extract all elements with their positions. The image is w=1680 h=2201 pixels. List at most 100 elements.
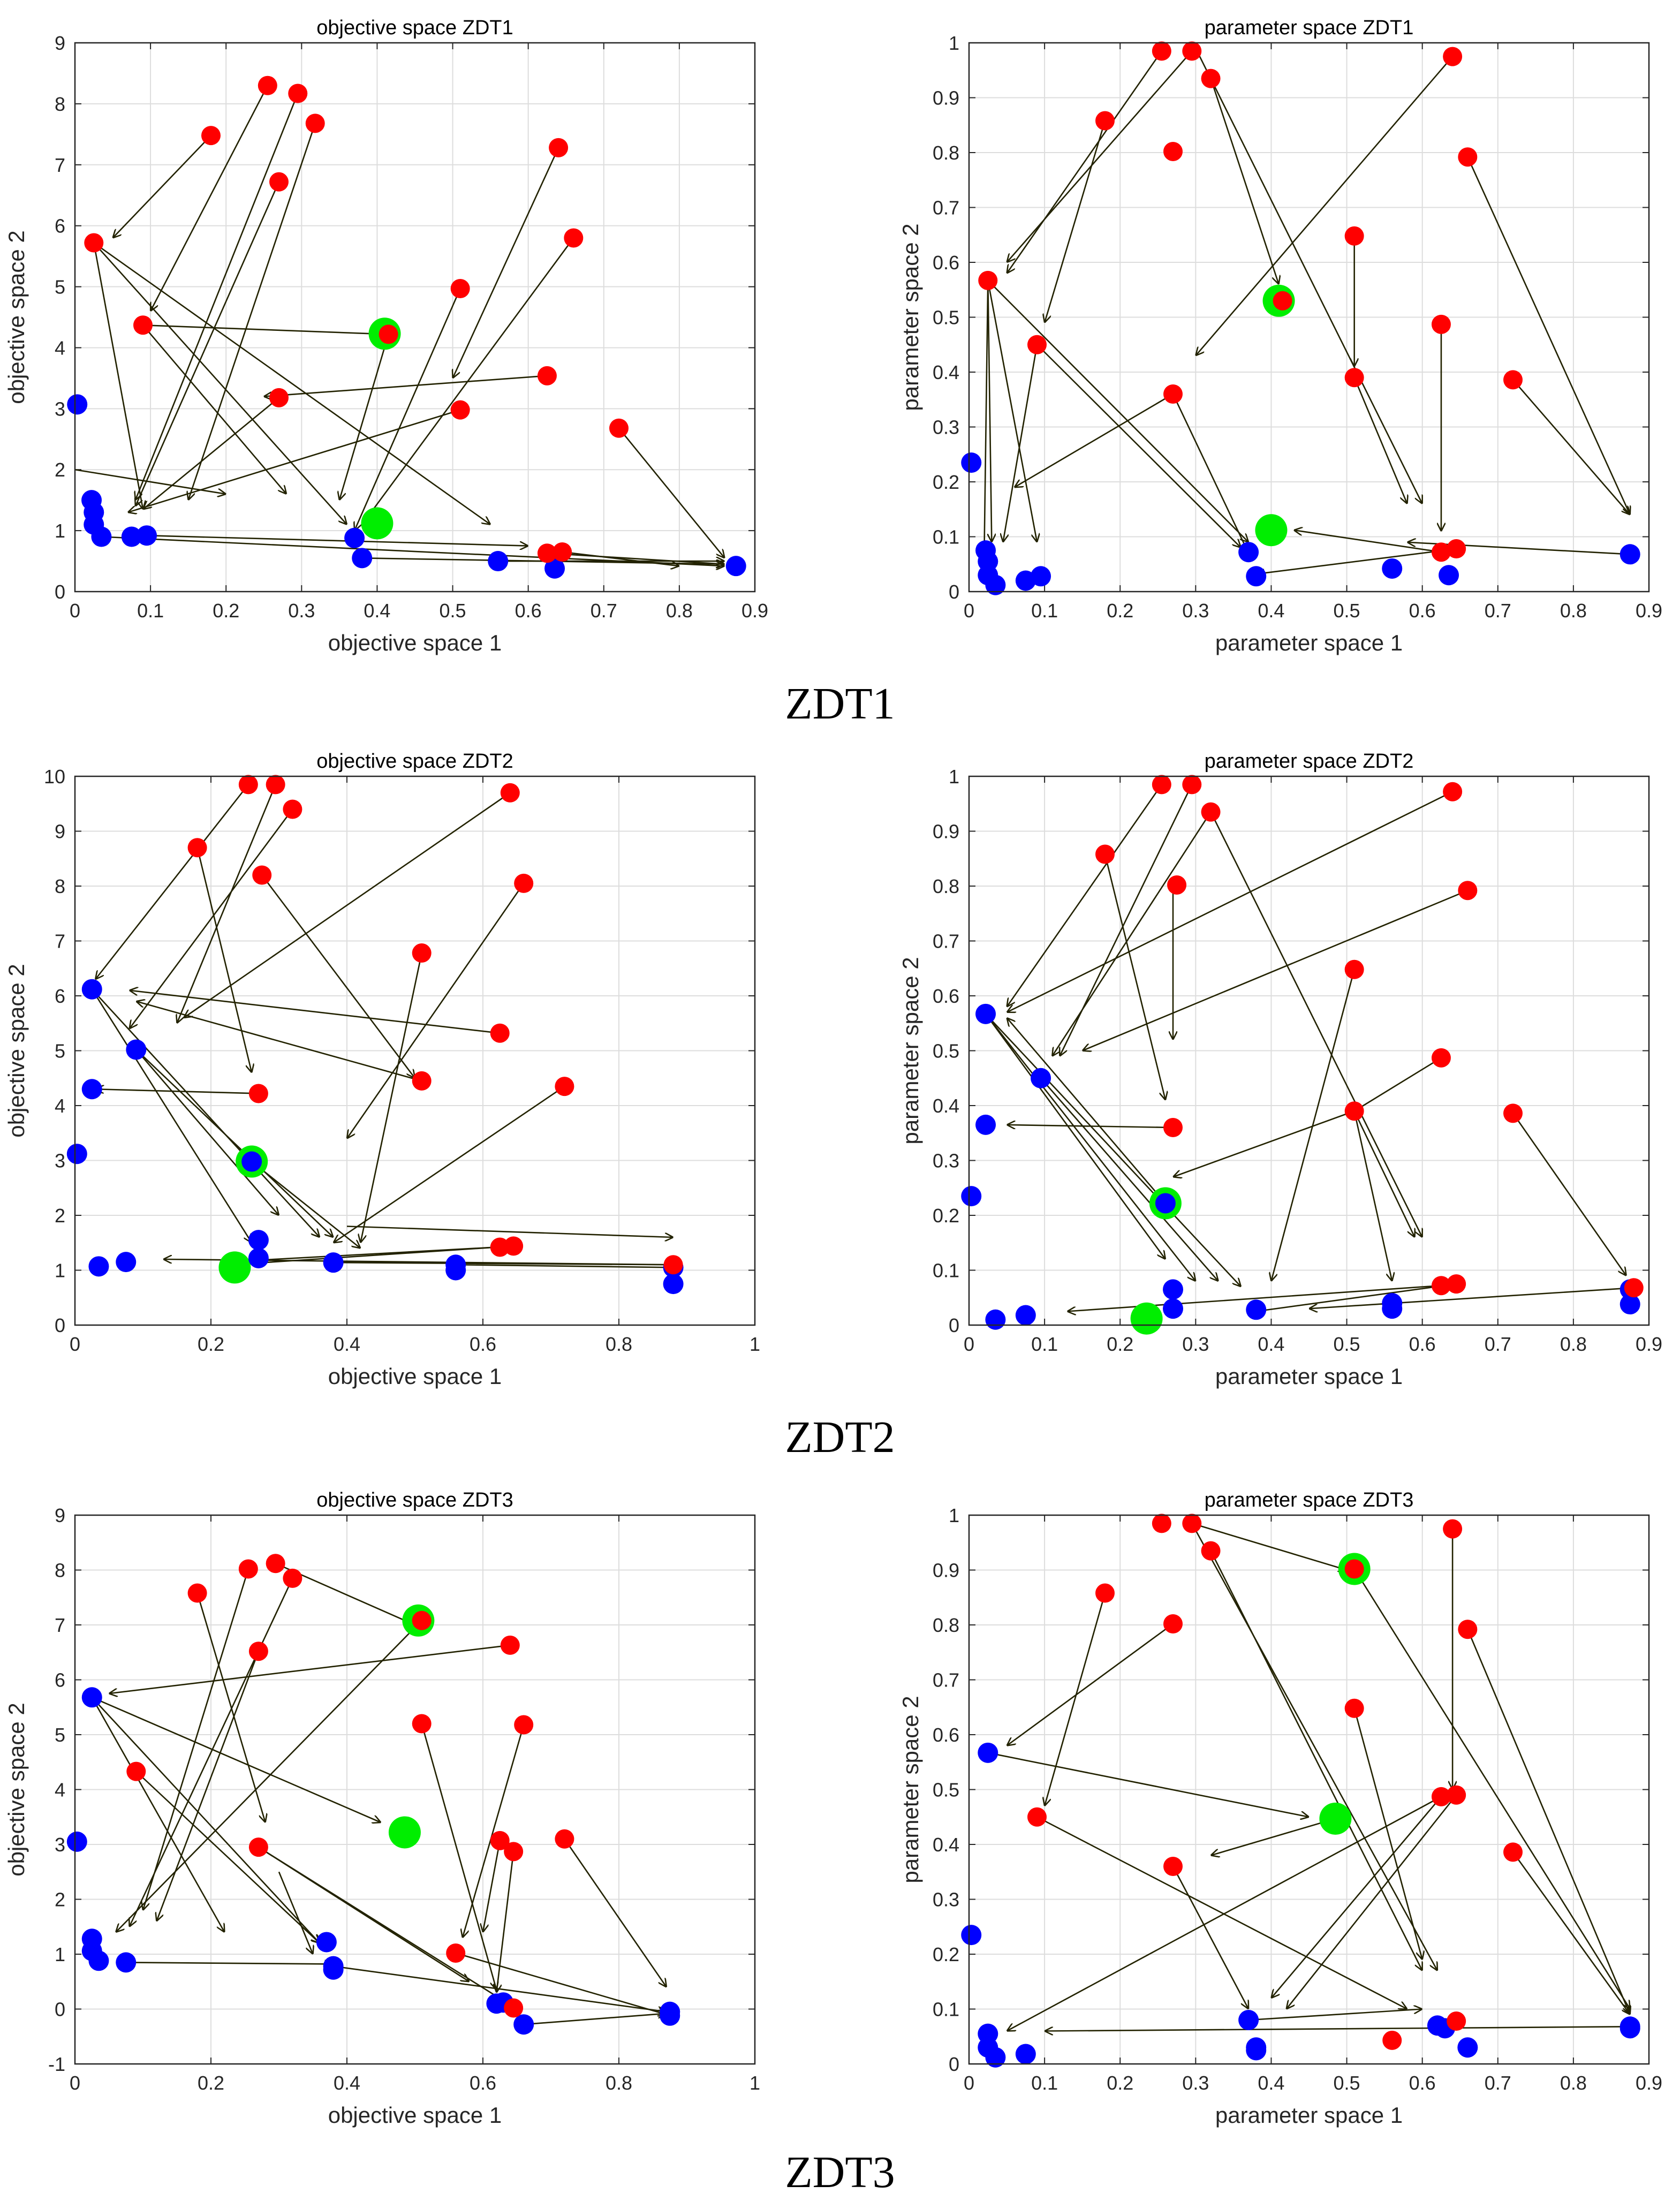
x-tick-label: 0.4 — [1258, 600, 1284, 622]
y-tick-label: 3 — [55, 398, 65, 420]
x-tick-label: 0.4 — [334, 1333, 360, 1355]
front-point — [238, 1559, 258, 1579]
pareto-point — [323, 1959, 344, 1980]
front-point — [1458, 1620, 1478, 1639]
arrow — [74, 468, 226, 494]
x-tick-label: 0.1 — [1031, 2072, 1058, 2094]
pareto-point — [961, 452, 982, 473]
highlight-point — [1255, 514, 1288, 547]
arrow — [1007, 1796, 1442, 2031]
arrow — [1015, 393, 1174, 487]
arrow — [1007, 50, 1162, 273]
front-point — [305, 114, 325, 133]
arrow — [1007, 1623, 1174, 1746]
arrow — [496, 1851, 514, 1992]
pareto-point — [1031, 1068, 1051, 1088]
arrow-group — [984, 48, 1630, 574]
arrow — [136, 1001, 422, 1082]
pareto-point — [975, 1003, 996, 1024]
chart-title: objective space ZDT2 — [316, 750, 513, 773]
arrow — [564, 1839, 667, 1987]
front-point — [549, 138, 569, 157]
arrow — [128, 409, 461, 512]
arrow — [1083, 889, 1468, 1050]
front-point — [514, 1715, 534, 1735]
arrow — [346, 1226, 673, 1238]
arrow — [360, 952, 422, 1243]
front-point — [412, 943, 432, 963]
y-tick-label: 2 — [55, 1205, 65, 1227]
y-axis-label: parameter space 2 — [898, 223, 923, 411]
arrow — [92, 1697, 381, 1822]
y-tick-label: 6 — [55, 215, 65, 237]
front-point — [1503, 1103, 1523, 1123]
front-point — [187, 1583, 207, 1603]
arrow — [135, 1049, 279, 1215]
arrow — [156, 1651, 260, 1921]
arrow-group — [985, 784, 1634, 1311]
pareto-point — [1015, 1305, 1036, 1326]
x-tick-label: 0 — [964, 1333, 974, 1355]
arrow — [184, 792, 511, 1018]
y-tick-label: 0.8 — [933, 1614, 959, 1636]
chart-panel-1: 0 0.1 0.2 0.3 0.4 0.5 0.6 0.7 0.8 0.9 0 1 2 3 4 5 6 7 8 9 ob… — [4, 17, 768, 655]
x-tick-label: 0.4 — [1258, 1333, 1284, 1355]
pareto-point — [88, 1256, 109, 1277]
pareto-point — [985, 574, 1006, 595]
arrow — [1172, 1866, 1248, 2009]
pareto-point — [544, 558, 565, 579]
arrow — [147, 534, 528, 546]
y-axis-label: objective space 2 — [4, 230, 29, 404]
arrow — [130, 1578, 293, 1927]
chart-title: parameter space ZDT3 — [1205, 1489, 1414, 1511]
front-point — [504, 1236, 524, 1256]
front-point — [187, 838, 207, 858]
arrow-group — [91, 784, 673, 1267]
front-point — [978, 270, 998, 290]
arrow — [455, 1952, 667, 2015]
arrow — [143, 1569, 249, 1910]
front-point — [258, 75, 277, 95]
chart-title: objective space ZDT3 — [316, 1489, 513, 1511]
x-tick-label: 0.6 — [1409, 600, 1436, 622]
arrow — [1309, 1287, 1634, 1309]
y-tick-label: 0.3 — [933, 1150, 959, 1172]
front-point — [412, 1071, 432, 1091]
arrow — [142, 324, 286, 494]
section-label-zdt1: ZDT1 — [785, 679, 895, 729]
axes-box — [968, 775, 1650, 1326]
y-tick-label: 6 — [55, 1669, 65, 1691]
pareto-point — [1246, 2040, 1267, 2061]
y-tick-label: 0.2 — [933, 1205, 959, 1227]
x-tick-label: 1 — [750, 2072, 760, 2094]
arrow — [1172, 394, 1248, 553]
arrow — [1354, 1057, 1442, 1111]
axes-box — [74, 1514, 756, 2065]
x-tick-label: 0.2 — [1107, 600, 1133, 622]
pareto-point — [985, 1309, 1006, 1330]
arrow — [116, 1620, 422, 1932]
front-point — [1382, 2030, 1402, 2050]
x-tick-label: 0.6 — [515, 600, 542, 622]
x-tick-label: 0.9 — [1636, 2072, 1662, 2094]
arrow — [1211, 1818, 1336, 1856]
chart-panel-6: 0 0.1 0.2 0.3 0.4 0.5 0.6 0.7 0.8 0.9 0 0.1 0.2 0.3 0.… — [898, 1489, 1662, 2128]
highlight-point — [1319, 1802, 1352, 1835]
front-point — [1447, 539, 1466, 559]
front-point — [1443, 782, 1463, 801]
arrow — [142, 324, 389, 334]
pareto-point — [663, 1274, 684, 1295]
front-point — [450, 400, 470, 420]
arrow — [1256, 548, 1457, 574]
y-tick-label: 0 — [949, 2053, 959, 2075]
pareto-point — [248, 1230, 269, 1251]
arrow — [1007, 50, 1193, 262]
pareto-point — [344, 527, 365, 548]
front-point — [1458, 881, 1478, 901]
front-point — [450, 278, 470, 298]
front-point — [269, 172, 289, 192]
front-point — [201, 126, 221, 146]
front-point — [1344, 959, 1364, 979]
front-point — [379, 324, 398, 344]
chart-title: parameter space ZDT2 — [1205, 750, 1414, 773]
